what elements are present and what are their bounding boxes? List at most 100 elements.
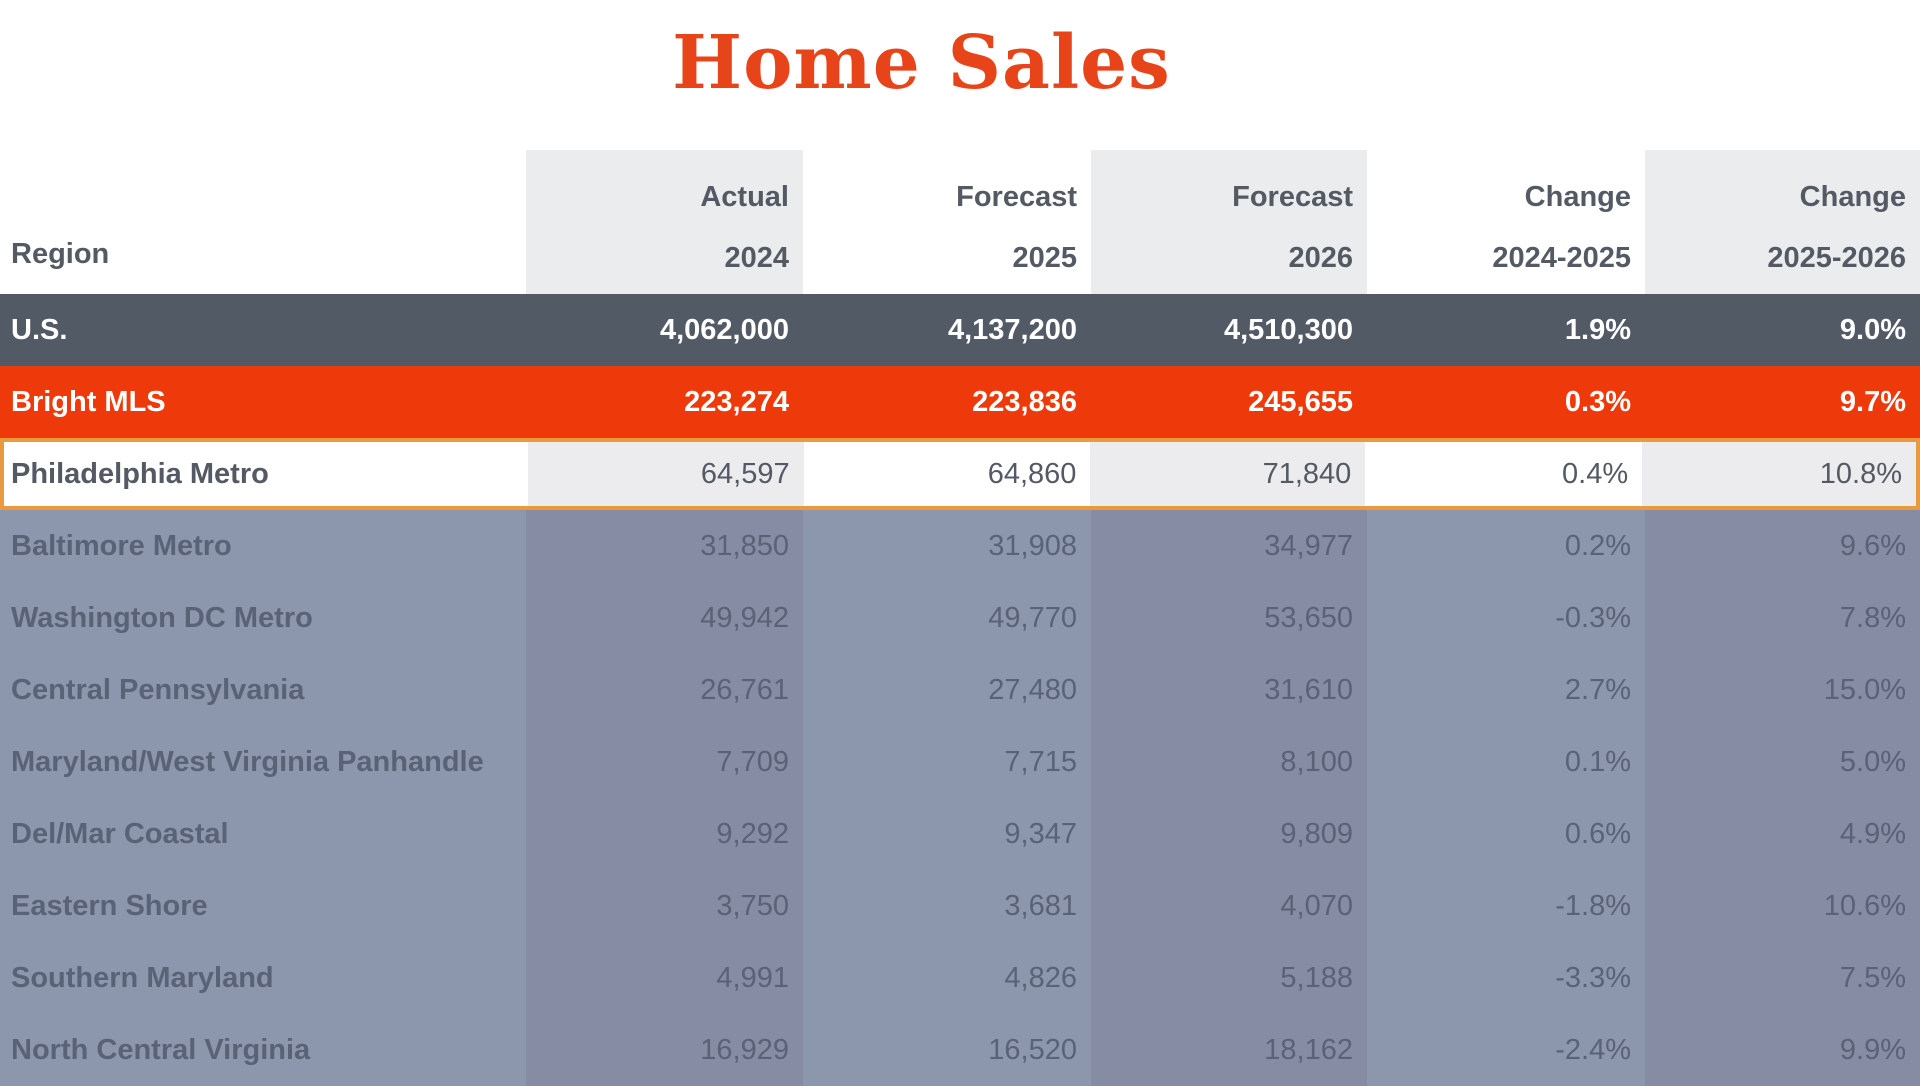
actual-2024-cell: 49,942: [526, 582, 803, 654]
actual-2024-cell-text: 9,292: [716, 817, 789, 850]
forecast-2026-cell: 9,809: [1091, 798, 1367, 870]
region-cell: Bright MLS: [0, 366, 526, 438]
actual-2024-cell-text: 64,597: [700, 457, 790, 490]
change-2024-2025-cell: 1.9%: [1367, 294, 1645, 366]
table-row: Washington DC Metro 49,942 49,770 53,650 -0.…: [0, 582, 1920, 654]
forecast-2025-cell-text: 27,480: [988, 673, 1077, 706]
forecast-2025-cell: 3,681: [803, 870, 1091, 942]
change-2025-2026-cell-text: 4.9%: [1839, 817, 1906, 850]
table-row: Central Pennsylvania 26,761 27,480 31,610 2.…: [0, 654, 1920, 726]
change-2025-2026-cell-text: 5.0%: [1839, 745, 1906, 778]
change-2025-2026-cell: 10.8%: [1642, 442, 1916, 506]
region-cell: Southern Maryland: [0, 942, 526, 1014]
change-2024-2025-cell: 0.6%: [1367, 798, 1645, 870]
forecast-2025-cell: 4,826: [803, 942, 1091, 1014]
actual-2024-cell: 26,761: [526, 654, 803, 726]
forecast-2026-cell: 31,610: [1091, 654, 1367, 726]
region-cell-text: Philadelphia Metro: [11, 457, 269, 490]
header-label-line1: Change: [1524, 181, 1631, 213]
forecast-2026-cell: 34,977: [1091, 510, 1367, 582]
change-2024-2025-cell: -0.3%: [1367, 582, 1645, 654]
forecast-2026-cell-text: 245,655: [1248, 385, 1353, 418]
region-cell: Maryland/West Virginia Panhandle: [0, 726, 526, 798]
forecast-2025-cell-text: 64,860: [987, 457, 1077, 490]
change-2025-2026-cell: 9.0%: [1645, 294, 1920, 366]
forecast-2026-cell: 4,510,300: [1091, 294, 1367, 366]
change-2024-2025-cell: -3.3%: [1367, 942, 1645, 1014]
forecast-2025-cell-text: 16,520: [988, 1033, 1077, 1066]
actual-2024-cell: 9,292: [526, 798, 803, 870]
table-row: Del/Mar Coastal 9,292 9,347 9,809 0.6% 4.9%: [0, 798, 1920, 870]
change-2024-2025-cell: -2.4%: [1367, 1014, 1645, 1086]
forecast-2025-cell-text: 3,681: [1004, 889, 1077, 922]
forecast-2025-cell-text: 9,347: [1004, 817, 1077, 850]
forecast-2026-cell-text: 4,070: [1280, 889, 1353, 922]
region-cell-text: Southern Maryland: [11, 961, 274, 994]
forecast-2025-cell: 223,836: [803, 366, 1091, 438]
header-forecast-2025: Forecast 2025: [803, 150, 1091, 294]
actual-2024-cell-text: 49,942: [700, 601, 789, 634]
forecast-2026-cell: 4,070: [1091, 870, 1367, 942]
table-row: Maryland/West Virginia Panhandle 7,709 7,7…: [0, 726, 1920, 798]
forecast-2026-cell-text: 71,840: [1262, 457, 1352, 490]
actual-2024-cell-text: 16,929: [700, 1033, 789, 1066]
header-label-line1: Actual: [700, 181, 789, 213]
forecast-2025-cell: 31,908: [803, 510, 1091, 582]
header-label-line1: Forecast: [956, 181, 1077, 213]
region-cell-text: Baltimore Metro: [11, 529, 232, 562]
header-region: Region: [0, 150, 526, 294]
actual-2024-cell: 4,991: [526, 942, 803, 1014]
change-2025-2026-cell: 10.6%: [1645, 870, 1920, 942]
forecast-2025-cell-text: 223,836: [972, 385, 1077, 418]
change-2025-2026-cell: 7.8%: [1645, 582, 1920, 654]
forecast-2026-cell: 18,162: [1091, 1014, 1367, 1086]
header-label-line2: 2024-2025: [1492, 242, 1631, 274]
change-2024-2025-cell: 0.3%: [1367, 366, 1645, 438]
change-2025-2026-cell-text: 10.8%: [1819, 457, 1902, 490]
change-2025-2026-cell: 5.0%: [1645, 726, 1920, 798]
change-2024-2025-cell-text: 0.2%: [1564, 529, 1631, 562]
region-cell-text: U.S.: [11, 313, 68, 346]
actual-2024-cell: 31,850: [526, 510, 803, 582]
table-row: North Central Virginia 16,929 16,520 18,162…: [0, 1014, 1920, 1086]
forecast-2026-cell: 71,840: [1090, 442, 1366, 506]
change-2025-2026-cell-text: 7.8%: [1839, 601, 1906, 634]
change-2024-2025-cell-text: 0.3%: [1564, 385, 1631, 418]
forecast-2025-cell-text: 4,137,200: [947, 313, 1077, 346]
actual-2024-cell-text: 223,274: [684, 385, 789, 418]
forecast-2026-cell-text: 5,188: [1280, 961, 1353, 994]
table-header: Region Actual 2024 Forecast 2025 Forecas…: [0, 150, 1920, 294]
forecast-2025-cell: 9,347: [803, 798, 1091, 870]
forecast-2026-cell-text: 31,610: [1264, 673, 1353, 706]
region-cell: Eastern Shore: [0, 870, 526, 942]
region-cell-text: Bright MLS: [11, 385, 166, 418]
forecast-2026-cell: 8,100: [1091, 726, 1367, 798]
forecast-2026-cell: 53,650: [1091, 582, 1367, 654]
actual-2024-cell-text: 3,750: [716, 889, 789, 922]
header-forecast-2026: Forecast 2026: [1091, 150, 1367, 294]
forecast-2025-cell: 27,480: [803, 654, 1091, 726]
change-2025-2026-cell: 9.6%: [1645, 510, 1920, 582]
region-cell-text: Maryland/West Virginia Panhandle: [11, 745, 484, 778]
change-2025-2026-cell: 9.7%: [1645, 366, 1920, 438]
change-2024-2025-cell-text: -0.3%: [1555, 601, 1631, 634]
change-2024-2025-cell: 2.7%: [1367, 654, 1645, 726]
actual-2024-cell: 223,274: [526, 366, 803, 438]
forecast-2026-cell: 245,655: [1091, 366, 1367, 438]
forecast-2025-cell: 64,860: [804, 442, 1091, 506]
forecast-2025-cell-text: 49,770: [988, 601, 1077, 634]
header-label-line1: Forecast: [1232, 181, 1353, 213]
forecast-2025-cell-text: 4,826: [1004, 961, 1077, 994]
actual-2024-cell: 64,597: [527, 442, 804, 506]
actual-2024-cell: 16,929: [526, 1014, 803, 1086]
table-row: Bright MLS 223,274 223,836 245,655 0.3% 9.7%: [0, 366, 1920, 438]
actual-2024-cell-text: 7,709: [716, 745, 789, 778]
change-2024-2025-cell-text: 1.9%: [1564, 313, 1631, 346]
forecast-2026-cell-text: 4,510,300: [1223, 313, 1353, 346]
header-change-2024-2025: Change 2024-2025: [1367, 150, 1645, 294]
page-title: Home Sales: [672, 20, 1171, 106]
header-label-line1: Change: [1799, 181, 1906, 213]
table-body: U.S. 4,062,000 4,137,200 4,510,300 1.9% 9.0% B…: [0, 294, 1920, 1086]
change-2024-2025-cell-text: 0.4%: [1562, 457, 1629, 490]
forecast-2026-cell-text: 34,977: [1264, 529, 1353, 562]
